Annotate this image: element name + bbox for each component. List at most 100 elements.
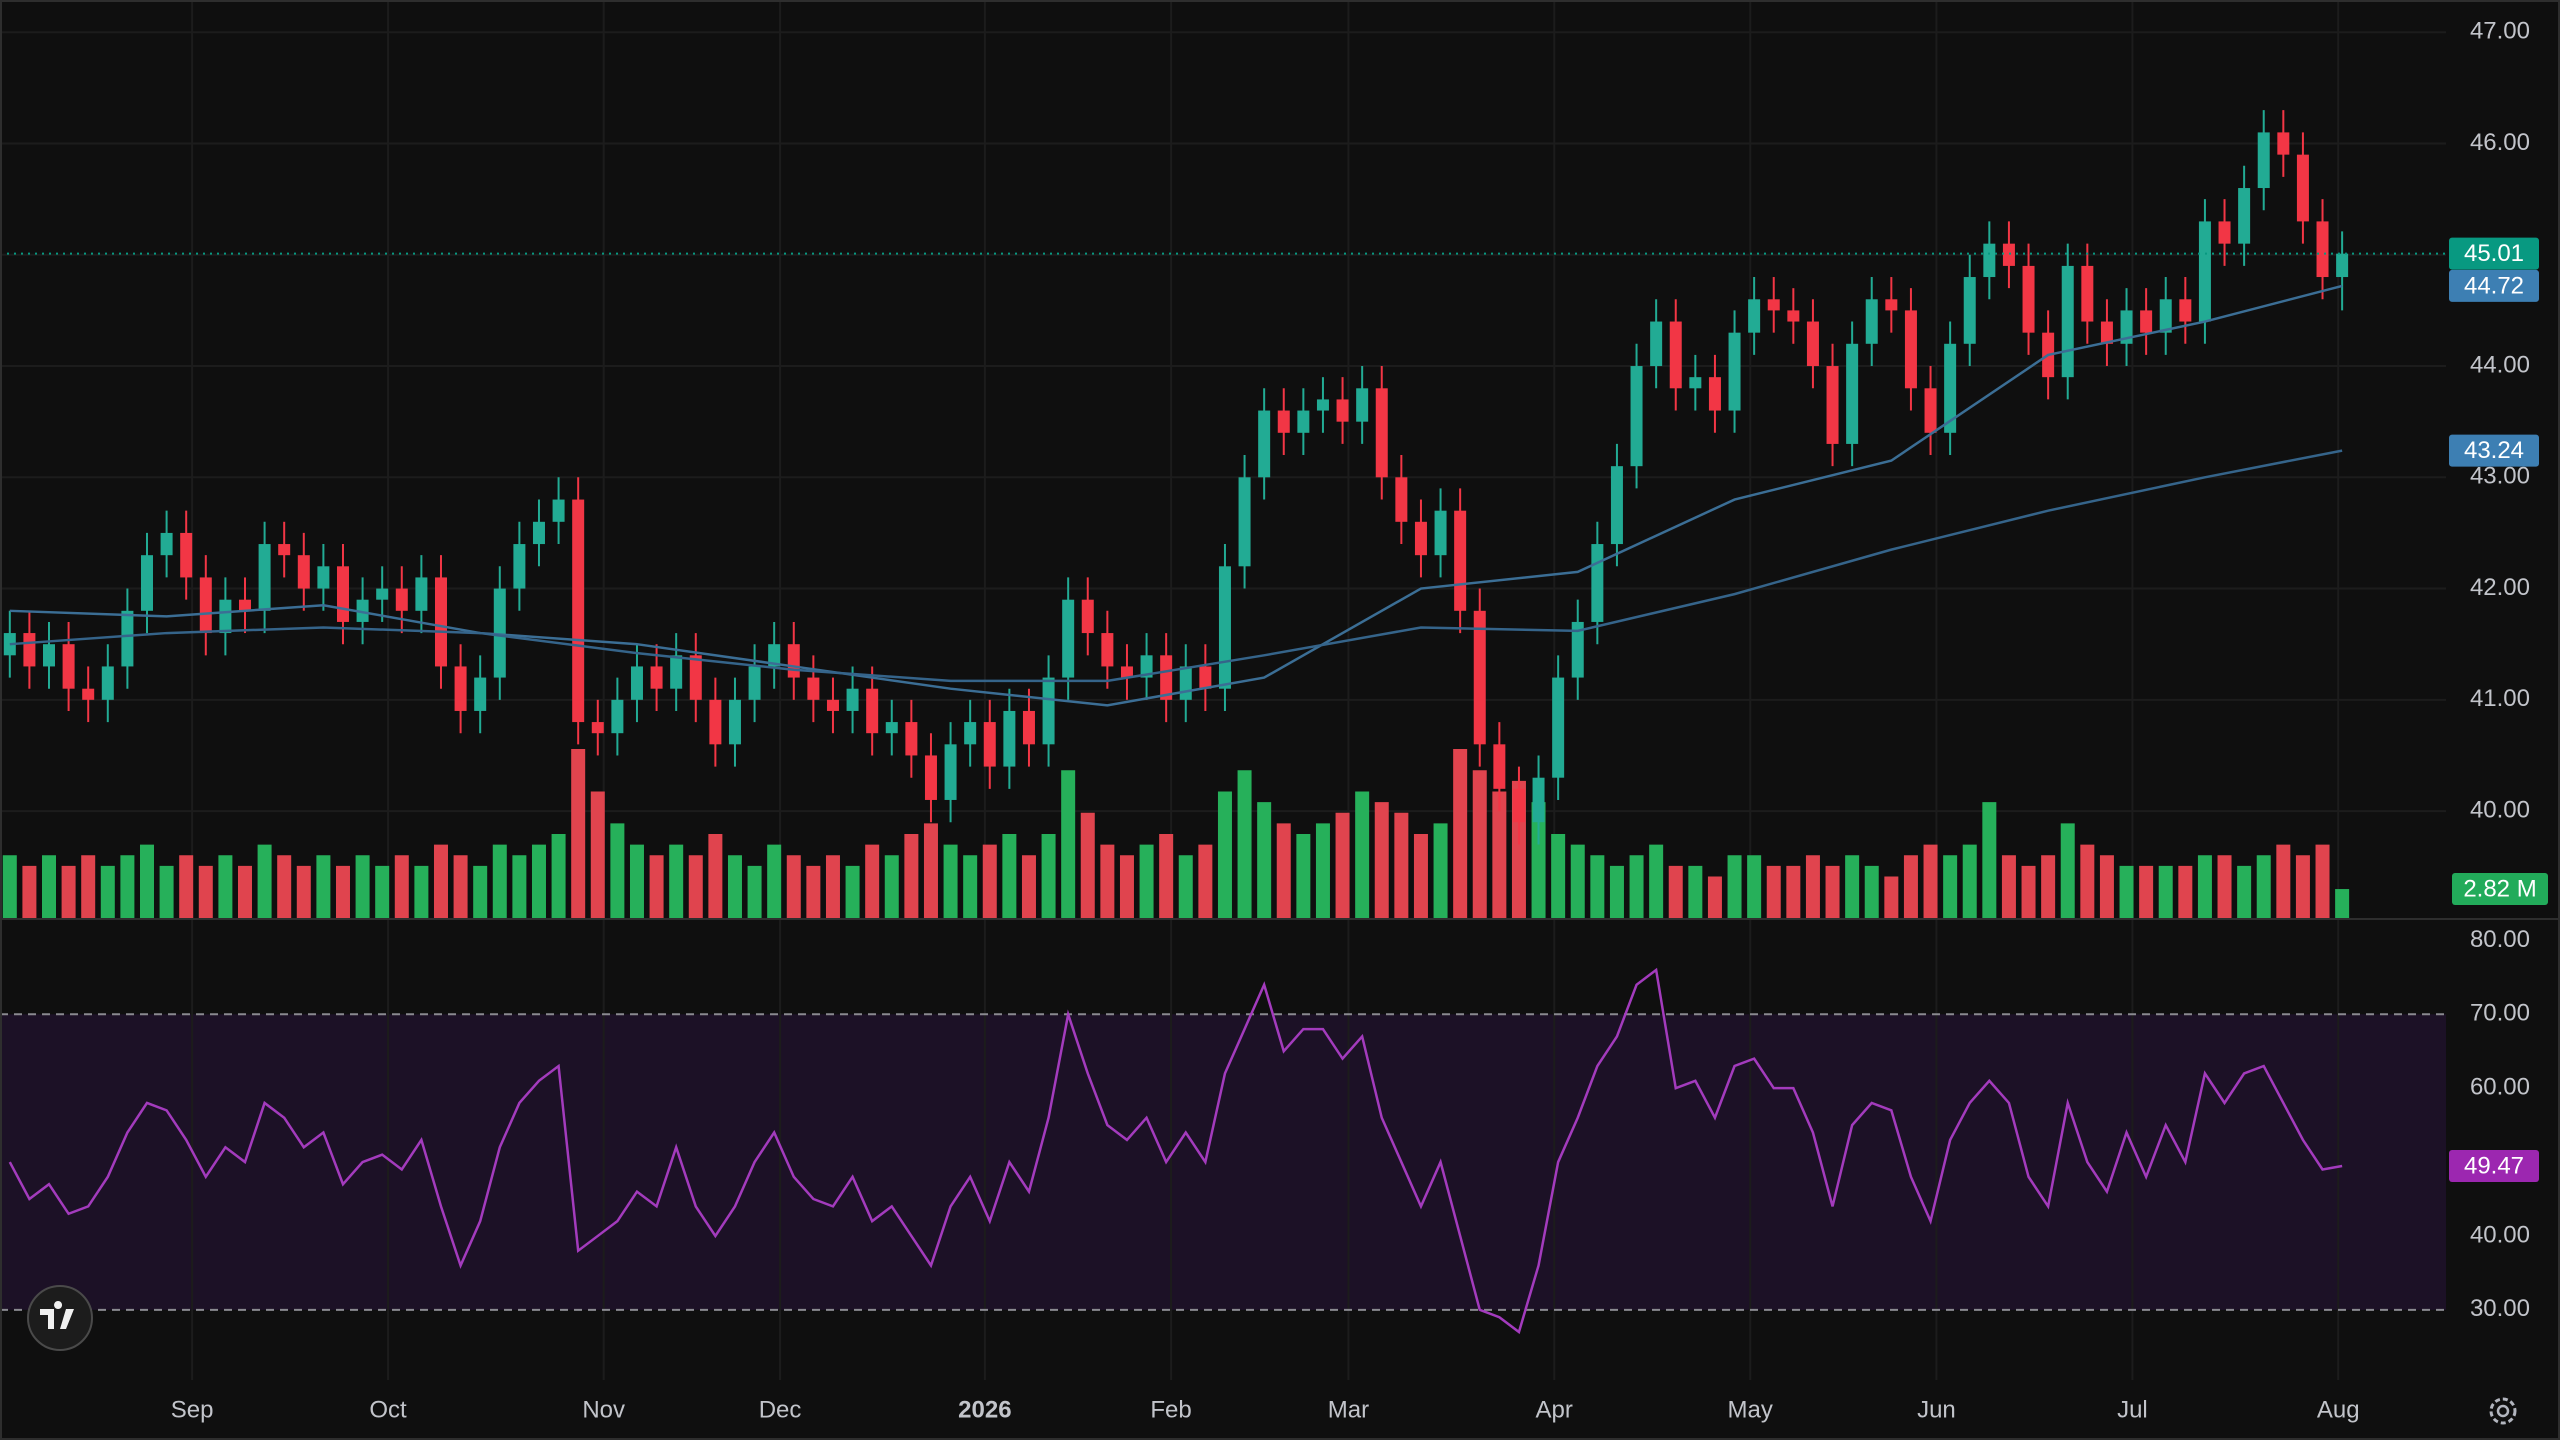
candle-body — [2120, 310, 2133, 344]
candle-body — [1003, 710, 1016, 767]
x-tick-label: Oct — [369, 1396, 407, 1423]
volume-bar — [198, 865, 213, 919]
volume-bar — [1551, 834, 1566, 919]
candle-body — [1944, 343, 1957, 433]
candle-body — [866, 688, 879, 734]
volume-bar — [571, 749, 586, 919]
volume-bar — [1315, 823, 1330, 919]
volume-bar — [786, 855, 801, 919]
settings-button[interactable] — [2489, 1397, 2517, 1425]
volume-bar — [2197, 855, 2212, 919]
volume-bar — [982, 844, 997, 919]
candle-body — [532, 521, 545, 545]
candle-body — [1375, 388, 1388, 478]
candle-body — [1081, 599, 1094, 634]
y-tick-label: 47.00 — [2470, 18, 2530, 45]
y-tick-label: 43.00 — [2470, 463, 2530, 490]
candle-body — [2238, 188, 2251, 244]
volume-bar — [1531, 802, 1546, 919]
candle-body — [1689, 377, 1702, 389]
volume-bar — [375, 865, 390, 919]
candle-body — [552, 499, 565, 522]
candle-body — [1552, 677, 1565, 778]
candle-body — [1767, 299, 1780, 311]
volume-bar — [2139, 865, 2154, 919]
candle-body — [1708, 377, 1721, 411]
candle-body — [768, 644, 781, 667]
candle-body — [2140, 310, 2153, 333]
candle-body — [1983, 243, 1996, 278]
candle-body — [160, 532, 173, 556]
volume-bar — [218, 855, 233, 919]
x-tick-label: Jul — [2117, 1396, 2148, 1423]
candle-body — [1120, 666, 1133, 678]
volume-bar — [512, 855, 527, 919]
candle-body — [1571, 621, 1584, 678]
candle-body — [62, 644, 75, 689]
candle-body — [1728, 332, 1741, 411]
volume-bar — [1864, 865, 1879, 919]
candle-body — [121, 610, 134, 667]
value-tag-label: 2.82 M — [2463, 875, 2536, 902]
volume-bar — [453, 855, 468, 919]
logo[interactable] — [27, 1285, 93, 1351]
candle-body — [1591, 544, 1604, 622]
volume-bar — [2178, 865, 2193, 919]
volume-bar — [1786, 865, 1801, 919]
candle-body — [1022, 710, 1035, 745]
candle-body — [1336, 399, 1349, 422]
x-tick-label: May — [1728, 1396, 1773, 1423]
volume-bar — [2315, 844, 2330, 919]
candle-body — [1395, 477, 1408, 522]
rsi-tick-label: 80.00 — [2470, 926, 2530, 953]
candle-body — [415, 577, 428, 611]
volume-bar — [669, 844, 684, 919]
volume-bar — [1080, 812, 1095, 919]
candle-body — [1160, 655, 1173, 700]
volume-bar — [277, 855, 292, 919]
volume-bar — [2237, 865, 2252, 919]
volume-bar — [81, 855, 96, 919]
candle-body — [2218, 221, 2231, 244]
volume-bar — [100, 865, 115, 919]
volume-bar — [825, 855, 840, 919]
volume-bar — [1668, 865, 1683, 919]
candle-body — [1062, 599, 1075, 678]
volume-bar — [610, 823, 625, 919]
volume-bar — [1590, 855, 1605, 919]
moving-average-line — [9, 449, 2343, 683]
volume-bar — [1727, 855, 1742, 919]
logo-circle — [27, 1285, 93, 1351]
volume-bar — [1649, 844, 1664, 919]
x-tick-label: Mar — [1328, 1396, 1369, 1423]
candle-body — [1787, 310, 1800, 322]
volume-bar — [1139, 844, 1154, 919]
volume-bar — [1335, 812, 1350, 919]
volume-bar — [884, 855, 899, 919]
x-tick-label: Sep — [171, 1396, 214, 1423]
volume-bar — [1433, 823, 1448, 919]
volume-bar — [2, 855, 17, 919]
volume-bar — [2217, 855, 2232, 919]
volume-bar — [492, 844, 507, 919]
volume-bar — [2119, 865, 2134, 919]
candle-body — [2081, 265, 2094, 322]
candle-body — [1414, 521, 1427, 556]
candle-body — [1277, 410, 1290, 433]
candle-body — [1532, 777, 1545, 823]
volume-bar — [2276, 844, 2291, 919]
candle-body — [101, 666, 114, 700]
moving-average-line — [9, 284, 2343, 707]
volume-bar — [1198, 844, 1213, 919]
volume-bar — [923, 823, 938, 919]
candle-body — [2159, 299, 2172, 333]
candle-body — [474, 677, 487, 711]
candle-body — [924, 755, 937, 800]
candle-body — [1865, 299, 1878, 344]
volume-bar — [1257, 802, 1272, 919]
volume-bar — [1609, 865, 1624, 919]
